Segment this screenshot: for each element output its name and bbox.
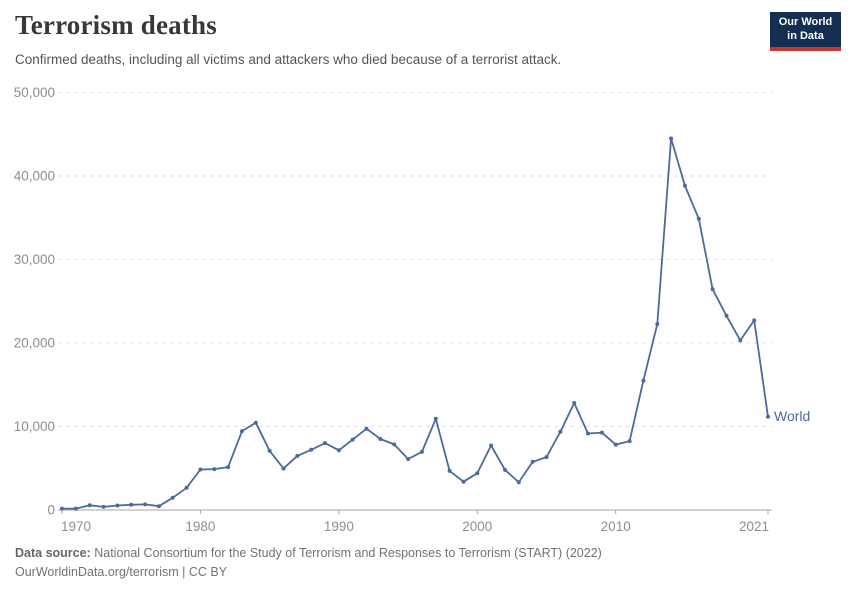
y-tick-label: 20,000 (14, 336, 55, 351)
data-point (129, 502, 134, 507)
license-line: OurWorldinData.org/terrorism | CC BY (15, 565, 228, 579)
data-point (406, 457, 411, 461)
data-point (669, 136, 674, 141)
data-point (253, 420, 258, 425)
data-point (613, 442, 618, 447)
data-source-label: Data source: (15, 546, 91, 560)
data-point (309, 447, 314, 452)
data-point (115, 503, 120, 508)
data-point (184, 485, 189, 490)
data-point (475, 471, 480, 476)
data-point (295, 453, 300, 458)
y-tick-label: 10,000 (14, 419, 55, 434)
data-point (60, 506, 64, 511)
world-line (61, 137, 769, 510)
data-point (378, 437, 383, 441)
data-point (572, 401, 577, 405)
data-point (544, 455, 549, 460)
data-point (461, 479, 466, 484)
series-label-world: World (774, 407, 811, 424)
data-point (710, 287, 715, 292)
owid-logo-line2: in Data (787, 29, 824, 42)
data-point (323, 441, 327, 446)
y-tick-label: 40,000 (14, 169, 55, 184)
data-point (489, 443, 494, 448)
data-source-line: Data source: National Consortium for the… (15, 546, 602, 560)
data-point (558, 429, 563, 434)
data-point (627, 439, 632, 444)
data-point (226, 465, 231, 470)
x-tick-label: 1990 (324, 519, 354, 534)
data-source-text: National Consortium for the Study of Ter… (94, 546, 602, 560)
y-tick-label: 0 (47, 503, 55, 518)
data-point (156, 504, 161, 509)
data-point (143, 502, 148, 507)
data-point (419, 449, 424, 454)
x-tick-label: 2021 (739, 519, 769, 534)
data-point (198, 467, 203, 472)
data-point (766, 414, 770, 419)
data-point (170, 495, 175, 500)
data-point (641, 378, 646, 383)
y-tick-label: 30,000 (14, 252, 55, 267)
data-point (336, 448, 341, 453)
data-point (364, 426, 369, 431)
data-point (101, 504, 106, 509)
data-point (87, 503, 92, 508)
data-point (503, 467, 507, 472)
data-point (281, 466, 286, 471)
owid-logo[interactable]: Our World in Data (770, 12, 841, 51)
owid-logo-line1: Our World (778, 16, 833, 28)
x-tick-label: 1980 (185, 519, 215, 534)
y-tick-label: 50,000 (14, 85, 55, 100)
data-point (682, 183, 687, 188)
data-point (350, 437, 355, 442)
data-point (212, 467, 217, 472)
data-point (696, 216, 701, 221)
data-point (724, 313, 729, 318)
data-point (73, 506, 78, 511)
x-tick-label: 2000 (462, 519, 492, 534)
data-point (447, 468, 452, 473)
data-point (240, 429, 244, 434)
data-point (433, 416, 438, 421)
data-point (516, 480, 521, 485)
data-point (267, 448, 272, 453)
page-title: Terrorism deaths (15, 10, 217, 40)
x-tick-label: 1970 (61, 519, 91, 534)
chart-subtitle: Confirmed deaths, including all victims … (15, 52, 562, 67)
data-point (530, 459, 535, 464)
data-point (586, 431, 590, 436)
x-tick-label: 2010 (601, 519, 631, 534)
data-point (738, 338, 743, 343)
data-point (392, 442, 397, 447)
data-point (655, 322, 660, 326)
data-point (599, 430, 604, 435)
data-point (752, 318, 757, 323)
